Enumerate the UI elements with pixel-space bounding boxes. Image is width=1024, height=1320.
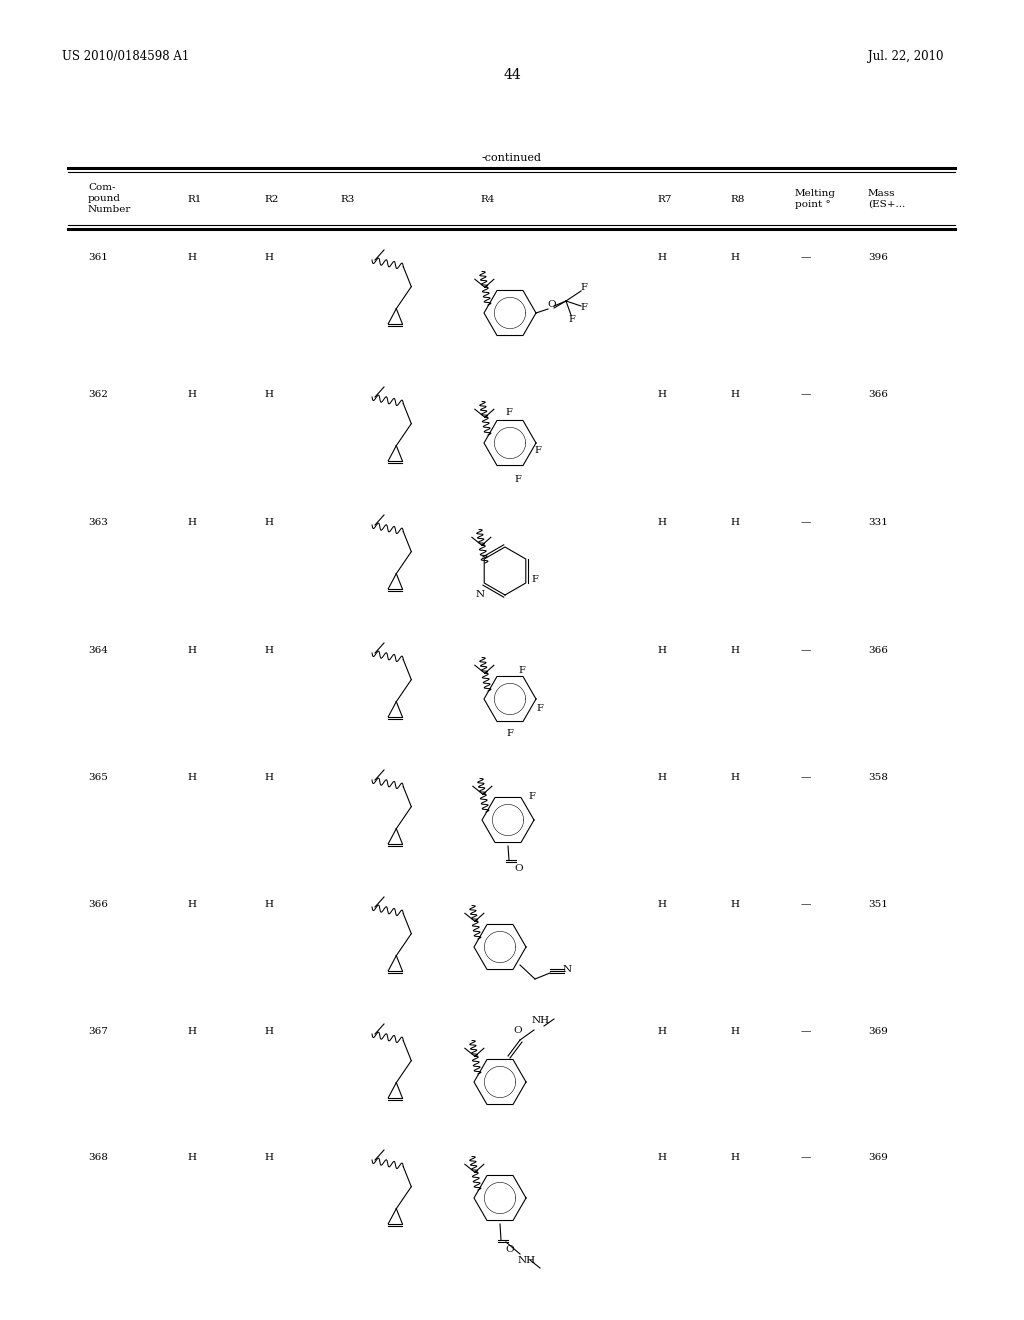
- Text: Jul. 22, 2010: Jul. 22, 2010: [868, 50, 943, 63]
- Text: O: O: [514, 1026, 522, 1035]
- Text: 363: 363: [88, 517, 108, 527]
- Text: 396: 396: [868, 253, 888, 261]
- Text: 362: 362: [88, 389, 108, 399]
- Text: Number: Number: [88, 205, 131, 214]
- Text: 331: 331: [868, 517, 888, 527]
- Text: 358: 358: [868, 774, 888, 781]
- Text: F: F: [580, 282, 587, 292]
- Text: R4: R4: [481, 195, 496, 205]
- Text: R3: R3: [340, 195, 354, 205]
- Text: R1: R1: [187, 195, 202, 205]
- Text: 366: 366: [88, 900, 108, 909]
- Text: H: H: [264, 389, 273, 399]
- Text: —: —: [801, 1027, 811, 1036]
- Text: H: H: [730, 1027, 739, 1036]
- Text: H: H: [187, 389, 196, 399]
- Text: F: F: [514, 475, 521, 484]
- Text: 44: 44: [503, 69, 521, 82]
- Text: NH: NH: [518, 1257, 537, 1265]
- Text: H: H: [264, 900, 273, 909]
- Text: H: H: [657, 1027, 666, 1036]
- Text: H: H: [264, 1027, 273, 1036]
- Text: —: —: [801, 253, 811, 261]
- Text: 364: 364: [88, 645, 108, 655]
- Text: 361: 361: [88, 253, 108, 261]
- Text: (ES+...: (ES+...: [868, 201, 905, 209]
- Text: F: F: [506, 729, 513, 738]
- Text: 366: 366: [868, 389, 888, 399]
- Text: O: O: [514, 865, 522, 873]
- Text: Melting: Melting: [795, 189, 836, 198]
- Text: H: H: [264, 517, 273, 527]
- Text: 369: 369: [868, 1027, 888, 1036]
- Text: 369: 369: [868, 1152, 888, 1162]
- Text: O: O: [547, 300, 556, 309]
- Text: H: H: [657, 517, 666, 527]
- Text: H: H: [657, 774, 666, 781]
- Text: H: H: [730, 253, 739, 261]
- Text: F: F: [568, 315, 574, 323]
- Text: —: —: [801, 517, 811, 527]
- Text: H: H: [730, 389, 739, 399]
- Text: H: H: [187, 774, 196, 781]
- Text: O: O: [505, 1245, 514, 1254]
- Text: H: H: [264, 774, 273, 781]
- Text: H: H: [730, 900, 739, 909]
- Text: pound: pound: [88, 194, 121, 203]
- Text: F: F: [534, 446, 541, 455]
- Text: H: H: [187, 517, 196, 527]
- Text: 367: 367: [88, 1027, 108, 1036]
- Text: H: H: [657, 645, 666, 655]
- Text: NH: NH: [532, 1016, 550, 1026]
- Text: H: H: [264, 645, 273, 655]
- Text: H: H: [187, 900, 196, 909]
- Text: H: H: [187, 253, 196, 261]
- Text: H: H: [264, 1152, 273, 1162]
- Text: Com-: Com-: [88, 183, 116, 191]
- Text: R2: R2: [264, 195, 279, 205]
- Text: F: F: [505, 408, 512, 417]
- Text: R8: R8: [730, 195, 744, 205]
- Text: 366: 366: [868, 645, 888, 655]
- Text: 351: 351: [868, 900, 888, 909]
- Text: —: —: [801, 389, 811, 399]
- Text: F: F: [580, 304, 587, 312]
- Text: —: —: [801, 900, 811, 909]
- Text: F: F: [518, 667, 525, 675]
- Text: H: H: [657, 253, 666, 261]
- Text: H: H: [657, 900, 666, 909]
- Text: H: H: [730, 774, 739, 781]
- Text: H: H: [187, 1152, 196, 1162]
- Text: Mass: Mass: [868, 189, 896, 198]
- Text: N: N: [563, 965, 572, 974]
- Text: H: H: [730, 517, 739, 527]
- Text: —: —: [801, 774, 811, 781]
- Text: H: H: [657, 1152, 666, 1162]
- Text: H: H: [187, 1027, 196, 1036]
- Text: 368: 368: [88, 1152, 108, 1162]
- Text: H: H: [657, 389, 666, 399]
- Text: H: H: [187, 645, 196, 655]
- Text: —: —: [801, 1152, 811, 1162]
- Text: F: F: [536, 704, 543, 713]
- Text: F: F: [528, 792, 535, 801]
- Text: N: N: [476, 590, 485, 599]
- Text: 365: 365: [88, 774, 108, 781]
- Text: F: F: [531, 576, 538, 583]
- Text: point °: point °: [795, 201, 830, 209]
- Text: R7: R7: [657, 195, 672, 205]
- Text: H: H: [730, 1152, 739, 1162]
- Text: -continued: -continued: [482, 153, 542, 162]
- Text: US 2010/0184598 A1: US 2010/0184598 A1: [62, 50, 189, 63]
- Text: —: —: [801, 645, 811, 655]
- Text: H: H: [264, 253, 273, 261]
- Text: H: H: [730, 645, 739, 655]
